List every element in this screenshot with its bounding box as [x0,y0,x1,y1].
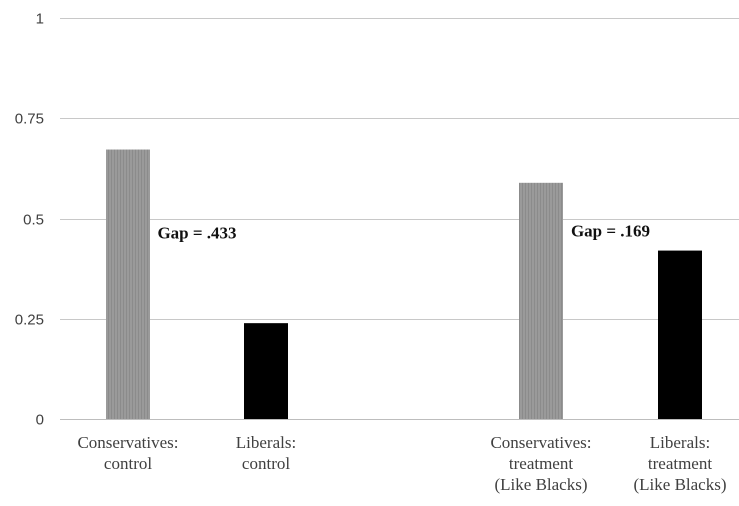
y-tick-label: 1 [36,11,44,28]
category-label-line: control [242,454,290,473]
y-tick-label: 0 [36,412,44,429]
category-label-line: Liberals: [650,433,710,452]
y-tick-label: 0.25 [15,312,44,329]
category-label: Conservatives: control [77,433,178,473]
category-label: Liberals: treatment (Like Blacks) [634,433,727,494]
category-label-line: Conservatives: [77,433,178,452]
bar [658,250,702,419]
gap-annotation: Gap = .169 [571,222,650,241]
category-label: Liberals: control [236,433,296,473]
category-label-line: Conservatives: [490,433,591,452]
y-tick-label: 0.5 [23,212,44,229]
bars [106,149,702,419]
category-label-line: (Like Blacks) [495,475,588,494]
category-label-line: treatment [509,454,573,473]
category-label-line: Liberals: [236,433,296,452]
category-label: Conservatives: treatment (Like Blacks) [490,433,591,494]
y-axis-ticks: 0 0.25 0.5 0.75 1 [15,11,44,429]
gap-annotations: Gap = .433 Gap = .169 [157,222,650,243]
category-label-line: (Like Blacks) [634,475,727,494]
category-label-line: control [104,454,152,473]
y-tick-label: 0.75 [15,111,44,128]
bar [519,182,563,419]
gridlines [60,18,739,420]
bar [244,323,288,419]
category-label-line: treatment [648,454,712,473]
bar [106,149,150,419]
gap-annotation: Gap = .433 [157,224,236,243]
